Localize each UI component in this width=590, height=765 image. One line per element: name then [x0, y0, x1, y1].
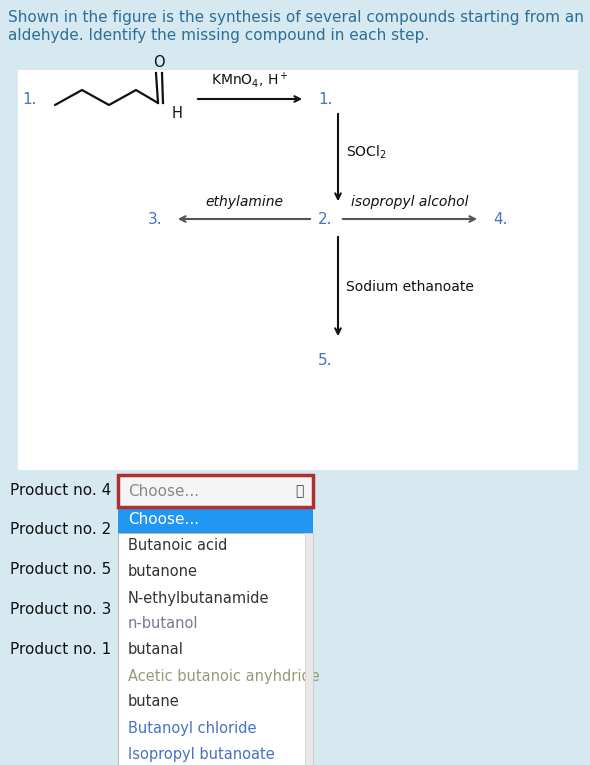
Text: N-ethylbutanamide: N-ethylbutanamide [128, 591, 270, 606]
Bar [118, 533, 313, 765]
Text: ⬦: ⬦ [295, 484, 303, 498]
Text: 3.: 3. [148, 211, 162, 226]
Bar [118, 507, 313, 533]
Text: butanal: butanal [128, 643, 184, 657]
Text: 1.: 1. [318, 92, 333, 106]
Text: SOCl$_2$: SOCl$_2$ [346, 144, 386, 161]
Text: Choose...: Choose... [128, 513, 199, 528]
Bar [118, 475, 313, 507]
Text: ethylamine: ethylamine [205, 195, 283, 209]
Text: aldehyde. Identify the missing compound in each step.: aldehyde. Identify the missing compound … [8, 28, 430, 43]
Text: Butanoic acid: Butanoic acid [128, 539, 227, 554]
Bar [305, 533, 313, 765]
Text: H: H [172, 106, 183, 121]
Text: Isopropyl butanoate: Isopropyl butanoate [128, 747, 275, 761]
Text: 2.: 2. [318, 211, 333, 226]
Text: Product no. 1: Product no. 1 [10, 643, 112, 657]
Text: 5.: 5. [318, 353, 333, 368]
Text: Butanoyl chloride: Butanoyl chloride [128, 721, 257, 735]
Text: Product no. 2: Product no. 2 [10, 522, 112, 538]
Text: Acetic butanoic anyhdride: Acetic butanoic anyhdride [128, 669, 320, 683]
Text: butane: butane [128, 695, 180, 709]
Bar [18, 70, 578, 470]
Text: Shown in the figure is the synthesis of several compounds starting from an: Shown in the figure is the synthesis of … [8, 10, 584, 25]
Text: Sodium ethanoate: Sodium ethanoate [346, 279, 474, 294]
Bar [0, 465, 590, 765]
Text: Product no. 5: Product no. 5 [10, 562, 112, 578]
Text: Product no. 3: Product no. 3 [10, 603, 112, 617]
Text: isopropyl alcohol: isopropyl alcohol [351, 195, 468, 209]
Text: Choose...: Choose... [128, 483, 199, 499]
Text: KMnO$_4$, H$^+$: KMnO$_4$, H$^+$ [211, 70, 289, 90]
Text: butanone: butanone [128, 565, 198, 580]
Bar [0, 0, 590, 65]
Text: Product no. 4: Product no. 4 [10, 483, 112, 497]
Text: O: O [153, 55, 165, 70]
Text: 4.: 4. [493, 211, 507, 226]
Text: n-butanol: n-butanol [128, 617, 198, 631]
Text: 1.: 1. [22, 92, 37, 106]
